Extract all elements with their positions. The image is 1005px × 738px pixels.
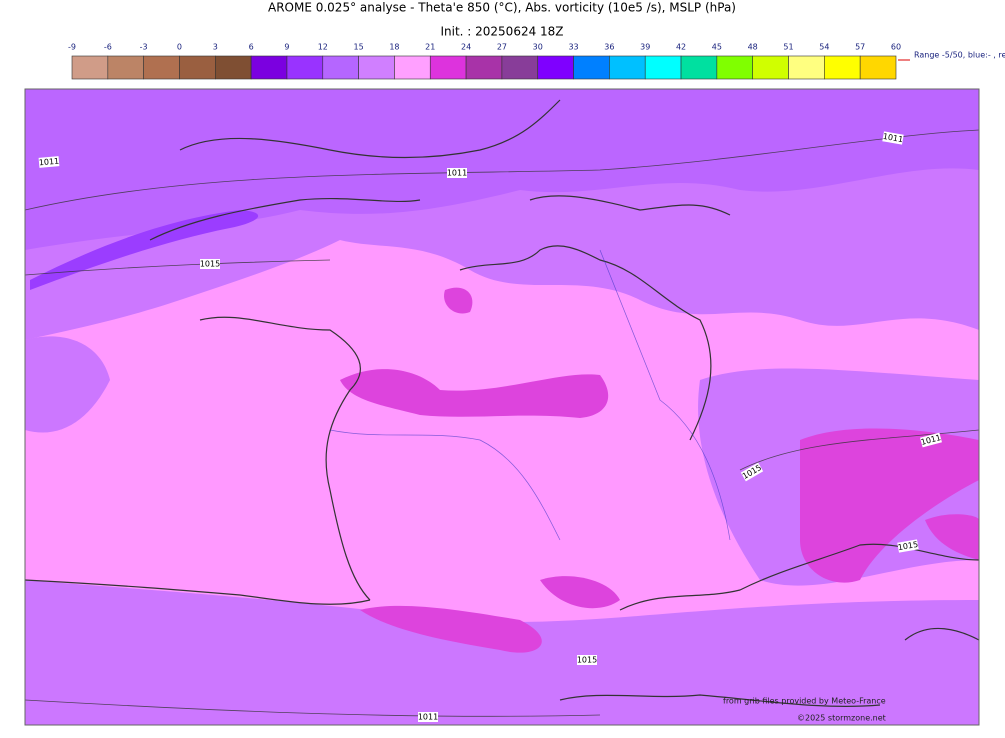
colorbar-box [107,55,144,80]
colorbar-tick-label: 39 [640,43,650,52]
isobar-label: 1011 [418,713,438,722]
colorbar-box [716,55,753,80]
colorbar-box [752,55,789,80]
colorbar-tick-label: 60 [891,43,901,52]
colorbar-box [143,55,180,80]
colorbar-tick-label: 18 [389,43,399,52]
colorbar-tick-label: 54 [819,43,829,52]
isobar-label-box [882,131,904,145]
init-time: Init. : 20250624 18Z [440,25,563,39]
magenta-patch [925,514,979,560]
colorbar-tick-label: 24 [461,43,471,52]
lavender-region [25,580,979,725]
isobar-label-box [447,168,467,178]
isobar-label-box [577,655,597,665]
copyright: ©2025 stormzone.net [797,714,886,723]
lavender-region [25,336,110,433]
colorbar-box [859,55,897,80]
colorbar-tick-label: 30 [533,43,543,52]
magenta-patch [540,576,620,609]
purple-streak [30,210,259,290]
range-note: Range -5/50, blue:- , red:+ [914,51,1005,60]
colorbar-box [644,55,682,80]
colorbar-box [322,55,359,80]
colorbar-box [788,55,825,80]
colorbar-box [537,55,574,80]
coastlines [25,99,979,707]
colorbar-tick-label: 51 [783,43,793,52]
isobar-label: 1015 [897,540,919,552]
isobar-label: 1011 [447,169,467,178]
colorbar: -9 -6 -3 0 3 6 9 12 15 18 21 24 27 30 33 36 39 42 45 48 51 54… [68,43,901,80]
isobar-label-box [38,156,60,168]
colorbar-tick-label: 6 [249,43,254,52]
isobar-label-box [897,539,919,553]
colorbar-box [250,55,288,80]
purple-region [25,89,979,250]
colorbar-box [824,55,861,80]
magenta-patch [444,287,473,314]
isobar-label: 1015 [200,260,220,269]
colorbar-tick-label: 9 [284,43,289,52]
colorbar-tick-label: 48 [748,43,758,52]
colorbar-box [179,55,216,80]
colorbar-box [215,55,252,80]
colorbar-tick-label: 12 [318,43,328,52]
rivers [329,249,731,541]
colorbar-tick-label: 27 [497,43,507,52]
colorbar-tick-label: -3 [140,43,148,52]
isobars [25,129,979,717]
colorbar-box [680,55,718,80]
isobar-label-box [920,432,942,448]
isobar-label: 1011 [882,132,904,144]
colorbar-box [573,55,610,80]
map [25,89,979,725]
colorbar-tick-label: 0 [177,43,182,52]
source-credit: from grib files provided by Meteo-France [723,697,886,706]
isobar-label: 1015 [577,656,597,665]
colorbar-tick-label: 3 [213,43,218,52]
colorbar-tick-label: -6 [104,43,112,52]
isobar-label-box [200,259,220,269]
colorbar-tick-label: 33 [568,43,578,52]
colorbar-tick-label: 36 [604,43,614,52]
colorbar-tick-label: 15 [354,43,364,52]
magenta-patch [340,369,609,418]
magenta-patch [360,605,542,653]
magenta-patch [800,428,979,583]
colorbar-box [394,55,431,80]
colorbar-tick-label: -9 [68,43,76,52]
colorbar-box [429,55,467,80]
colorbar-box [71,55,109,80]
isobar-label-box [418,712,438,722]
title: AROME 0.025° analyse - Theta'e 850 (°C),… [268,1,736,15]
colorbar-box [465,55,503,80]
colorbar-box [501,55,539,80]
isobar-label-box [740,462,764,482]
colorbar-box [358,55,395,80]
colorbar-tick-label: 21 [425,43,435,52]
colorbar-box [609,55,646,80]
colorbar-box [286,55,324,80]
map-frame [24,88,980,726]
isobar-label: 1011 [38,157,59,168]
colorbar-tick-label: 45 [712,43,722,52]
colorbar-tick-label: 42 [676,43,686,52]
colorbar-tick-label: 57 [855,43,865,52]
